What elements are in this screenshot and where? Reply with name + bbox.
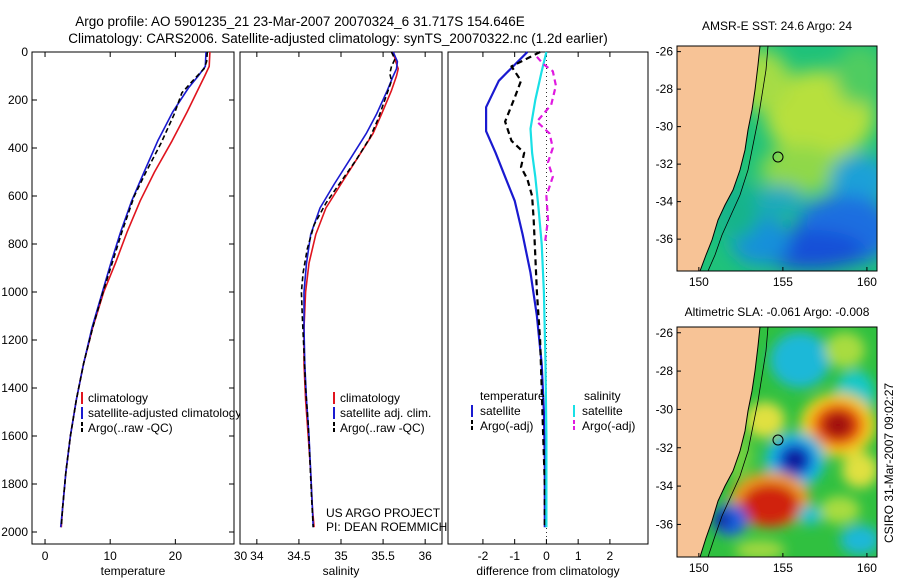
- legend-label: climatology: [88, 391, 148, 405]
- x-tick-label: 30: [234, 549, 248, 563]
- map-y-tick-label: -28: [656, 82, 674, 96]
- map-y-tick-label: -32: [656, 441, 674, 455]
- x-tick-label: 35: [334, 549, 348, 563]
- y-tick-label: 1000: [1, 285, 28, 299]
- sla-map-profile-marker: [772, 434, 784, 446]
- series-line: [504, 51, 546, 528]
- sst-map-land: [677, 46, 760, 271]
- x-tick-label: 34: [250, 549, 264, 563]
- y-tick-label: 1400: [1, 381, 28, 395]
- sst-map-field: [677, 46, 877, 271]
- sla-map-title: Altimetric SLA: -0.061 Argo: -0.008: [685, 305, 870, 319]
- sst-map-coastline: [699, 46, 761, 271]
- map-x-tick-label: 160: [857, 275, 877, 289]
- x-tick-label: 35.5: [371, 549, 395, 563]
- map-y-tick-label: -28: [656, 364, 674, 378]
- map-y-tick-label: -30: [656, 120, 674, 134]
- x-axis-label: salinity: [323, 564, 360, 578]
- map-x-tick-label: 150: [689, 275, 709, 289]
- map-y-tick-label: -26: [656, 45, 674, 59]
- legend-group-title: salinity: [584, 389, 621, 403]
- legend-label: Argo(-adj): [480, 419, 533, 433]
- legend-label: satellite adj. clim.: [340, 406, 431, 420]
- map-y-tick-label: -32: [656, 157, 674, 171]
- legend-label: satellite: [582, 404, 623, 418]
- map-x-tick-label: 150: [689, 561, 709, 575]
- map-x-tick-label: 160: [857, 561, 877, 575]
- sst-map-isobath: [707, 46, 769, 271]
- figure-title-line1: Argo profile: AO 5901235_21 23-Mar-2007 …: [75, 14, 525, 29]
- legend-label: Argo(-adj): [582, 419, 635, 433]
- x-tick-label: 2: [607, 549, 614, 563]
- y-tick-label: 800: [8, 237, 28, 251]
- y-tick-label: 1200: [1, 333, 28, 347]
- plot-frame: [239, 51, 443, 545]
- legend-label: Argo(..raw -QC): [340, 421, 425, 435]
- map-x-tick-label: 155: [773, 561, 793, 575]
- x-tick-label: -2: [478, 549, 489, 563]
- sst-map-title: AMSR-E SST: 24.6 Argo: 24: [702, 19, 852, 33]
- x-axis-label: temperature: [101, 564, 166, 578]
- legend-label: satellite: [480, 404, 521, 418]
- series-line: [300, 51, 396, 528]
- salinity-profile-plot: 34 34.5 35 35.5 36 salinity climatologysatelli…: [239, 51, 443, 578]
- series-line: [60, 51, 209, 528]
- sst-map: AMSR-E SST: 24.6 Argo: 24 150 155 160 -26 -2…: [656, 19, 878, 289]
- sla-map-field: [677, 327, 877, 557]
- y-tick-label: 1600: [1, 429, 28, 443]
- x-axis-label: difference from climatology: [476, 564, 619, 578]
- map-y-tick-label: -36: [656, 232, 674, 246]
- map-x-tick-label: 155: [773, 275, 793, 289]
- legend-label: Argo(..raw -QC): [88, 421, 173, 435]
- x-tick-label: 1: [575, 549, 582, 563]
- y-tick-label: 0: [21, 45, 28, 59]
- sla-map-land: [677, 327, 760, 557]
- legend-label: climatology: [340, 391, 400, 405]
- sst-map-profile-marker: [772, 151, 784, 163]
- sla-map-isobath: [707, 327, 769, 557]
- series-line: [529, 51, 548, 528]
- map-y-tick-label: -30: [656, 402, 674, 416]
- temperature-profile-plot: 0 10 20 30 0 200 400 600 800 1000 1200 1400 1600 1800…: [1, 45, 247, 578]
- y-tick-label: 200: [8, 93, 28, 107]
- x-tick-label: 0: [42, 549, 49, 563]
- series-line: [535, 56, 558, 245]
- x-tick-label: 36: [418, 549, 432, 563]
- x-tick-label: -1: [509, 549, 520, 563]
- map-y-tick-label: -26: [656, 326, 674, 340]
- x-tick-label: 10: [104, 549, 118, 563]
- map-y-tick-label: -34: [656, 195, 674, 209]
- map-y-tick-label: -36: [656, 517, 674, 531]
- legend-label: satellite-adjusted climatology: [88, 406, 241, 420]
- sla-map: Altimetric SLA: -0.061 Argo: -0.008 150 1…: [656, 305, 878, 575]
- plot-frame: [31, 51, 235, 545]
- credit-pi: PI: DEAN ROEMMICH: [326, 520, 447, 534]
- figure-title-line2: Climatology: CARS2006. Satellite-adjuste…: [68, 31, 608, 46]
- map-y-tick-label: -34: [656, 479, 674, 493]
- y-tick-label: 2000: [1, 525, 28, 539]
- x-tick-label: 20: [169, 549, 183, 563]
- y-tick-label: 600: [8, 189, 28, 203]
- credit-side: CSIRO 31-Mar-2007 09:02:27: [882, 383, 896, 543]
- x-tick-label: 34.5: [287, 549, 311, 563]
- y-tick-label: 1800: [1, 477, 28, 491]
- legend-group-title: temperature: [480, 389, 545, 403]
- y-tick-label: 400: [8, 141, 28, 155]
- credit-project: US ARGO PROJECT: [326, 506, 441, 520]
- series-line: [485, 51, 546, 528]
- sla-map-coastline: [699, 327, 761, 557]
- x-tick-label: 0: [543, 549, 550, 563]
- plot-frame: [447, 51, 649, 545]
